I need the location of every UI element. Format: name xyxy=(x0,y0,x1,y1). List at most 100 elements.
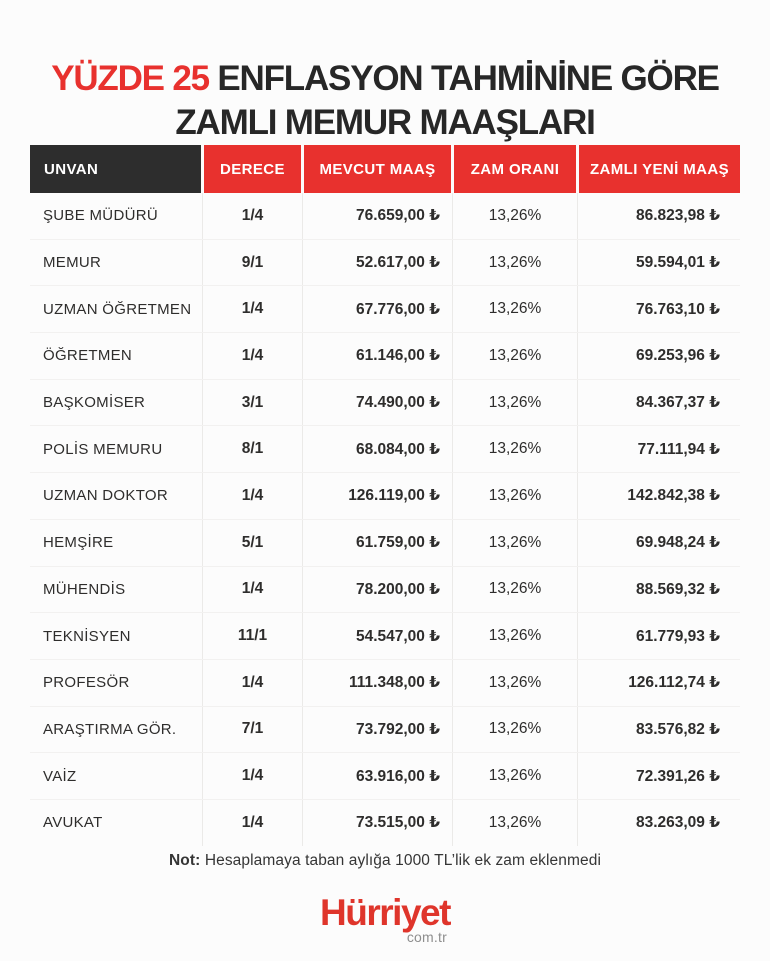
logo-wordmark: Hürriyet xyxy=(320,892,451,933)
footnote-text: Hesaplamaya taban aylığa 1000 TL’lik ek … xyxy=(204,852,601,869)
cell-zamli-yeni-maas: 126.112,74 ₺ xyxy=(577,659,740,706)
table-row: PROFESÖR 1/4 111.348,00 ₺ 13,26% 126.112… xyxy=(30,658,740,706)
cell-derece: 8/1 xyxy=(202,426,302,473)
footnote: Not: Hesaplamaya taban aylığa 1000 TL’li… xyxy=(0,852,770,870)
table-body: ŞUBE MÜDÜRÜ 1/4 76.659,00 ₺ 13,26% 86.82… xyxy=(30,193,740,846)
cell-zam-orani: 13,26% xyxy=(452,659,577,706)
cell-zamli-yeni-maas: 72.391,26 ₺ xyxy=(577,753,740,799)
cell-derece: 9/1 xyxy=(202,239,302,286)
table-row: UZMAN ÖĞRETMEN 1/4 67.776,00 ₺ 13,26% 76… xyxy=(30,285,740,333)
cell-derece: 1/4 xyxy=(202,286,302,333)
table-row: ARAŞTIRMA GÖR. 7/1 73.792,00 ₺ 13,26% 83… xyxy=(30,705,740,753)
cell-mevcut-maas: 52.617,00 ₺ xyxy=(302,239,452,286)
header-cell-derece: DERECE xyxy=(204,145,301,193)
table-row: HEMŞİRE 5/1 61.759,00 ₺ 13,26% 69.948,24… xyxy=(30,518,740,566)
cell-mevcut-maas: 76.659,00 ₺ xyxy=(302,193,452,239)
page-title: YÜZDE 25 ENFLASYON TAHMİNİNE GÖRE ZAMLI … xyxy=(0,57,770,145)
cell-mevcut-maas: 126.119,00 ₺ xyxy=(302,473,452,519)
cell-mevcut-maas: 74.490,00 ₺ xyxy=(302,379,452,426)
header-cell-unvan: UNVAN xyxy=(30,145,201,193)
cell-zam-orani: 13,26% xyxy=(452,379,577,426)
cell-zamli-yeni-maas: 86.823,98 ₺ xyxy=(577,193,740,239)
cell-unvan: UZMAN DOKTOR xyxy=(43,487,168,505)
cell-zam-orani: 13,26% xyxy=(452,753,577,799)
cell-derece: 11/1 xyxy=(202,613,302,659)
cell-derece: 1/4 xyxy=(202,333,302,379)
cell-zamli-yeni-maas: 83.576,82 ₺ xyxy=(577,706,740,753)
cell-zamli-yeni-maas: 69.253,96 ₺ xyxy=(577,333,740,379)
cell-mevcut-maas: 68.084,00 ₺ xyxy=(302,426,452,473)
cell-unvan: VAİZ xyxy=(43,767,77,785)
cell-zam-orani: 13,26% xyxy=(452,193,577,239)
cell-mevcut-maas: 61.759,00 ₺ xyxy=(302,519,452,566)
table-header: UNVAN DERECE MEVCUT MAAŞ ZAM ORANI ZAMLI… xyxy=(30,145,740,193)
title-highlight: YÜZDE 25 xyxy=(51,59,210,99)
cell-zamli-yeni-maas: 69.948,24 ₺ xyxy=(577,519,740,566)
cell-derece: 3/1 xyxy=(202,379,302,426)
cell-mevcut-maas: 78.200,00 ₺ xyxy=(302,566,452,613)
cell-zam-orani: 13,26% xyxy=(452,799,577,846)
cell-derece: 1/4 xyxy=(202,473,302,519)
cell-derece: 1/4 xyxy=(202,193,302,239)
cell-mevcut-maas: 73.515,00 ₺ xyxy=(302,799,452,846)
table-row: UZMAN DOKTOR 1/4 126.119,00 ₺ 13,26% 142… xyxy=(30,472,740,519)
title-line2: ZAMLI MEMUR MAAŞLARI xyxy=(175,103,595,143)
salary-table: UNVAN DERECE MEVCUT MAAŞ ZAM ORANI ZAMLI… xyxy=(30,145,740,846)
cell-mevcut-maas: 63.916,00 ₺ xyxy=(302,753,452,799)
header-cell-mevcut-maas: MEVCUT MAAŞ xyxy=(304,145,451,193)
cell-mevcut-maas: 111.348,00 ₺ xyxy=(302,659,452,706)
cell-zamli-yeni-maas: 59.594,01 ₺ xyxy=(577,239,740,286)
cell-derece: 7/1 xyxy=(202,706,302,753)
cell-zam-orani: 13,26% xyxy=(452,566,577,613)
cell-zamli-yeni-maas: 88.569,32 ₺ xyxy=(577,566,740,613)
cell-derece: 1/4 xyxy=(202,799,302,846)
cell-zam-orani: 13,26% xyxy=(452,239,577,286)
cell-unvan: ARAŞTIRMA GÖR. xyxy=(43,720,177,738)
cell-unvan: MEMUR xyxy=(43,254,102,272)
cell-zamli-yeni-maas: 83.263,09 ₺ xyxy=(577,799,740,846)
cell-zamli-yeni-maas: 76.763,10 ₺ xyxy=(577,286,740,333)
cell-zam-orani: 13,26% xyxy=(452,333,577,379)
cell-unvan: PROFESÖR xyxy=(43,674,130,692)
cell-derece: 5/1 xyxy=(202,519,302,566)
table-row: TEKNİSYEN 11/1 54.547,00 ₺ 13,26% 61.779… xyxy=(30,612,740,659)
cell-zam-orani: 13,26% xyxy=(452,613,577,659)
table-row: MÜHENDİS 1/4 78.200,00 ₺ 13,26% 88.569,3… xyxy=(30,565,740,613)
cell-unvan: TEKNİSYEN xyxy=(43,627,131,645)
table-row: VAİZ 1/4 63.916,00 ₺ 13,26% 72.391,26 ₺ xyxy=(30,752,740,799)
cell-mevcut-maas: 73.792,00 ₺ xyxy=(302,706,452,753)
table-row: ŞUBE MÜDÜRÜ 1/4 76.659,00 ₺ 13,26% 86.82… xyxy=(30,193,740,239)
cell-derece: 1/4 xyxy=(202,566,302,613)
cell-unvan: AVUKAT xyxy=(43,814,103,832)
cell-unvan: ŞUBE MÜDÜRÜ xyxy=(43,207,158,225)
cell-zam-orani: 13,26% xyxy=(452,706,577,753)
cell-mevcut-maas: 67.776,00 ₺ xyxy=(302,286,452,333)
table-row: POLİS MEMURU 8/1 68.084,00 ₺ 13,26% 77.1… xyxy=(30,425,740,473)
publisher-logo: Hürriyet com.tr xyxy=(0,892,770,946)
table-row: MEMUR 9/1 52.617,00 ₺ 13,26% 59.594,01 ₺ xyxy=(30,238,740,286)
logo-wrap: Hürriyet com.tr xyxy=(320,892,451,946)
table-row: BAŞKOMİSER 3/1 74.490,00 ₺ 13,26% 84.367… xyxy=(30,378,740,426)
cell-derece: 1/4 xyxy=(202,659,302,706)
cell-zam-orani: 13,26% xyxy=(452,426,577,473)
cell-mevcut-maas: 54.547,00 ₺ xyxy=(302,613,452,659)
cell-zam-orani: 13,26% xyxy=(452,286,577,333)
cell-mevcut-maas: 61.146,00 ₺ xyxy=(302,333,452,379)
table-row: ÖĞRETMEN 1/4 61.146,00 ₺ 13,26% 69.253,9… xyxy=(30,332,740,379)
header-cell-zam-orani: ZAM ORANI xyxy=(454,145,576,193)
title-line1-rest: ENFLASYON TAHMİNİNE GÖRE xyxy=(217,59,720,99)
cell-zamli-yeni-maas: 84.367,37 ₺ xyxy=(577,379,740,426)
cell-unvan: POLİS MEMURU xyxy=(43,440,163,458)
cell-zamli-yeni-maas: 142.842,38 ₺ xyxy=(577,473,740,519)
cell-unvan: BAŞKOMİSER xyxy=(43,394,146,412)
cell-derece: 1/4 xyxy=(202,753,302,799)
cell-zam-orani: 13,26% xyxy=(452,519,577,566)
logo-domain: com.tr xyxy=(406,929,447,945)
cell-zamli-yeni-maas: 77.111,94 ₺ xyxy=(577,426,740,473)
cell-unvan: UZMAN ÖĞRETMEN xyxy=(43,300,192,318)
header-cell-zamli-yeni-maas: ZAMLI YENİ MAAŞ xyxy=(579,145,740,193)
cell-zamli-yeni-maas: 61.779,93 ₺ xyxy=(577,613,740,659)
cell-zam-orani: 13,26% xyxy=(452,473,577,519)
table-row: AVUKAT 1/4 73.515,00 ₺ 13,26% 83.263,09 … xyxy=(30,798,740,846)
